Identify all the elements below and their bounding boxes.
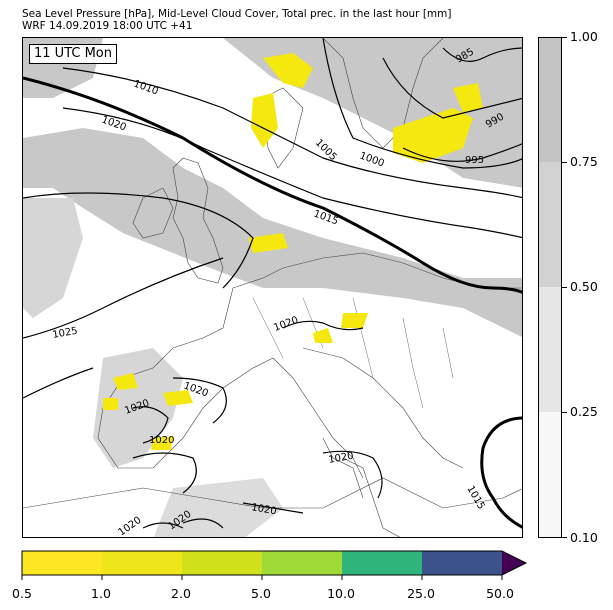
colorbar-tick xyxy=(562,162,567,163)
isobar xyxy=(62,67,522,199)
isobar xyxy=(23,257,224,339)
precip-bar-extend-arrow xyxy=(502,551,526,575)
precip-area xyxy=(341,313,368,328)
precip-colorbar-label: 5.0 xyxy=(251,586,271,601)
precip-colorbar-label: 10.0 xyxy=(327,586,355,601)
border xyxy=(252,297,454,409)
precip-bar-segment xyxy=(422,551,502,575)
isobar-label: 1020 xyxy=(250,502,277,517)
map-panel[interactable]: 1010 1020 1005 1000 985 990 995 1015 102… xyxy=(22,37,523,538)
cloud-bar-segment xyxy=(539,412,561,537)
precip-area xyxy=(151,436,173,450)
colorbar-tick xyxy=(562,37,567,38)
isobar xyxy=(172,377,227,424)
isobar xyxy=(132,452,197,494)
precip-bar-outline xyxy=(21,550,528,576)
isobar xyxy=(242,502,304,514)
coastline xyxy=(97,287,274,469)
chart-title: Sea Level Pressure [hPa], Mid-Level Clou… xyxy=(22,8,452,20)
isobars xyxy=(23,38,522,529)
isobar-label: 995 xyxy=(465,155,484,166)
isobar xyxy=(322,38,522,169)
isobar xyxy=(282,320,364,331)
isobar xyxy=(182,518,224,529)
isobar-label: 1025 xyxy=(52,326,79,341)
isobar xyxy=(142,522,184,529)
colorbar-tick xyxy=(562,537,567,538)
isobar-bold xyxy=(480,416,522,529)
precip-bar-segment xyxy=(182,551,262,575)
cloud-bar-segment xyxy=(539,287,561,412)
precip-area xyxy=(103,398,118,410)
time-label: 11 UTC Mon xyxy=(29,44,117,64)
cloud-bar-segment xyxy=(539,162,561,287)
coastline xyxy=(302,347,464,469)
colorbar-label: 0.75 xyxy=(570,154,598,169)
coastline xyxy=(272,357,364,479)
precip-bar-segment xyxy=(102,551,182,575)
coastline xyxy=(23,477,522,509)
coastline xyxy=(322,437,364,499)
precip-area xyxy=(453,83,483,113)
precip-area xyxy=(163,390,193,406)
cloud-area xyxy=(23,128,522,338)
precip-colorbar-label: 25.0 xyxy=(407,586,435,601)
chart-subtitle: WRF 14.09.2019 18:00 UTC +41 xyxy=(22,20,193,32)
cloud-area xyxy=(23,198,83,318)
precip-bar-segment xyxy=(22,551,102,575)
precip-area xyxy=(393,108,473,163)
precip-area xyxy=(251,93,278,148)
colorbar-tick xyxy=(562,412,567,413)
precip-colorbar-label: 2.0 xyxy=(171,586,191,601)
precip-area xyxy=(248,233,288,253)
isobar xyxy=(382,57,522,119)
colorbar-label: 0.25 xyxy=(570,404,598,419)
coastline xyxy=(132,187,174,239)
precip-bar-segment xyxy=(262,551,342,575)
isobar xyxy=(23,192,254,289)
weather-map: 1010 1020 1005 1000 985 990 995 1015 102… xyxy=(23,38,522,537)
coastline xyxy=(262,87,304,169)
cloud-cover-colorbar xyxy=(538,37,562,538)
precip-area xyxy=(263,53,313,88)
precip-area xyxy=(313,328,333,343)
isobar xyxy=(402,143,522,162)
isobar xyxy=(322,450,383,499)
colorbar-label: 0.10 xyxy=(570,530,598,545)
isobar xyxy=(442,47,522,62)
precip-layer xyxy=(103,53,483,450)
isobar-label: 1020 xyxy=(328,451,355,466)
precip-area xyxy=(113,373,138,390)
colorbar-label: 1.00 xyxy=(570,29,598,44)
colorbar-tick xyxy=(562,287,567,288)
isobar xyxy=(132,406,169,444)
coastline xyxy=(172,157,224,284)
isobar-label: 1020 xyxy=(149,435,174,446)
precip-colorbar-label: 50.0 xyxy=(486,586,514,601)
isobar xyxy=(23,367,94,399)
precip-bar-segment xyxy=(342,551,422,575)
precip-colorbar-label: 1.0 xyxy=(91,586,111,601)
cloud-bar-segment xyxy=(539,38,561,162)
coastline xyxy=(322,38,444,149)
colorbar-label: 0.50 xyxy=(570,279,598,294)
coastline xyxy=(342,457,400,537)
precip-colorbar-label: 0.5 xyxy=(12,586,32,601)
isobar xyxy=(62,107,522,239)
coastlines xyxy=(23,38,522,537)
isobar-bold xyxy=(23,76,522,294)
